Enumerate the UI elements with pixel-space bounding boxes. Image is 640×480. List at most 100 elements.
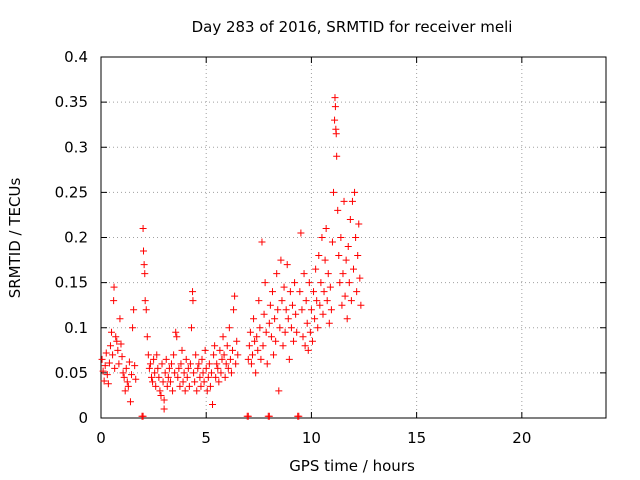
data-point <box>277 256 285 264</box>
data-point <box>128 371 136 379</box>
data-point <box>140 247 148 255</box>
data-point <box>351 188 359 196</box>
data-point <box>256 324 264 332</box>
data-point <box>185 382 193 390</box>
data-point <box>184 364 192 372</box>
data-point <box>246 328 254 336</box>
data-point <box>233 337 241 345</box>
data-point <box>265 412 273 420</box>
data-point <box>253 333 261 341</box>
data-point <box>250 315 258 323</box>
data-point <box>99 367 107 375</box>
data-point <box>143 333 151 341</box>
data-point <box>112 333 120 341</box>
data-point <box>318 234 326 241</box>
data-point <box>317 279 325 287</box>
data-point <box>149 378 157 386</box>
data-point <box>139 224 147 232</box>
data-point <box>230 306 238 314</box>
data-point <box>301 342 309 350</box>
data-point <box>204 373 212 381</box>
data-point <box>114 346 122 354</box>
data-point <box>260 310 268 318</box>
x-tick-label: 15 <box>407 429 426 447</box>
data-point <box>202 364 210 372</box>
data-point <box>285 355 293 363</box>
data-point <box>218 355 226 363</box>
data-point <box>307 306 315 314</box>
data-point <box>336 279 344 287</box>
data-point <box>345 279 353 287</box>
data-point <box>215 378 223 386</box>
data-point <box>216 346 224 354</box>
data-point <box>162 355 170 363</box>
data-point <box>310 288 318 296</box>
data-point <box>331 116 339 124</box>
data-point <box>169 387 177 395</box>
data-point <box>275 387 283 395</box>
data-point <box>222 360 230 368</box>
data-point <box>234 351 242 359</box>
data-point <box>100 377 108 385</box>
data-point <box>195 360 203 368</box>
data-point <box>265 319 273 327</box>
data-point <box>340 197 348 205</box>
data-point <box>117 340 125 348</box>
data-point <box>165 364 173 372</box>
data-point <box>295 412 303 420</box>
data-point <box>226 355 234 363</box>
data-point <box>249 351 256 359</box>
data-point <box>172 328 180 336</box>
data-point <box>231 292 239 300</box>
data-point <box>278 297 286 305</box>
data-point <box>320 288 328 296</box>
data-point <box>350 265 357 273</box>
data-point <box>280 283 288 291</box>
y-tick-label: 0.15 <box>55 274 88 292</box>
data-point <box>159 378 167 386</box>
data-point <box>190 369 198 377</box>
data-point <box>217 369 225 377</box>
data-point <box>193 387 201 395</box>
data-point <box>338 301 346 309</box>
data-point <box>211 342 219 350</box>
data-point <box>153 351 161 359</box>
x-tick-label: 5 <box>201 429 211 447</box>
data-point <box>300 270 308 278</box>
data-point <box>268 288 276 296</box>
data-point <box>220 351 228 359</box>
data-point <box>120 373 128 381</box>
data-point <box>177 360 185 368</box>
y-tick-label: 0.1 <box>64 319 88 337</box>
data-point <box>103 371 111 379</box>
data-point <box>203 387 211 395</box>
data-point <box>334 206 342 214</box>
data-point <box>197 382 205 390</box>
data-point <box>344 243 352 251</box>
data-point <box>181 387 189 395</box>
data-point <box>209 400 217 408</box>
data-point <box>123 378 131 386</box>
y-axis-label: SRMTID / TECUs <box>6 178 24 299</box>
data-point <box>283 261 291 269</box>
data-point <box>157 391 165 399</box>
data-point <box>129 324 137 332</box>
data-point <box>225 324 233 332</box>
data-point <box>158 360 166 368</box>
data-point <box>161 369 169 377</box>
data-point <box>224 364 232 372</box>
data-point <box>327 306 335 314</box>
data-point <box>119 369 127 377</box>
data-point <box>126 398 134 406</box>
data-point <box>180 369 188 377</box>
data-point <box>288 301 296 309</box>
data-point <box>304 346 312 354</box>
data-point <box>293 328 301 336</box>
y-tick-label: 0.4 <box>64 48 88 66</box>
data-point <box>297 229 305 237</box>
data-point <box>346 215 354 223</box>
data-point <box>290 337 298 345</box>
data-point <box>194 364 202 372</box>
data-point <box>232 360 240 368</box>
data-point <box>148 373 155 381</box>
